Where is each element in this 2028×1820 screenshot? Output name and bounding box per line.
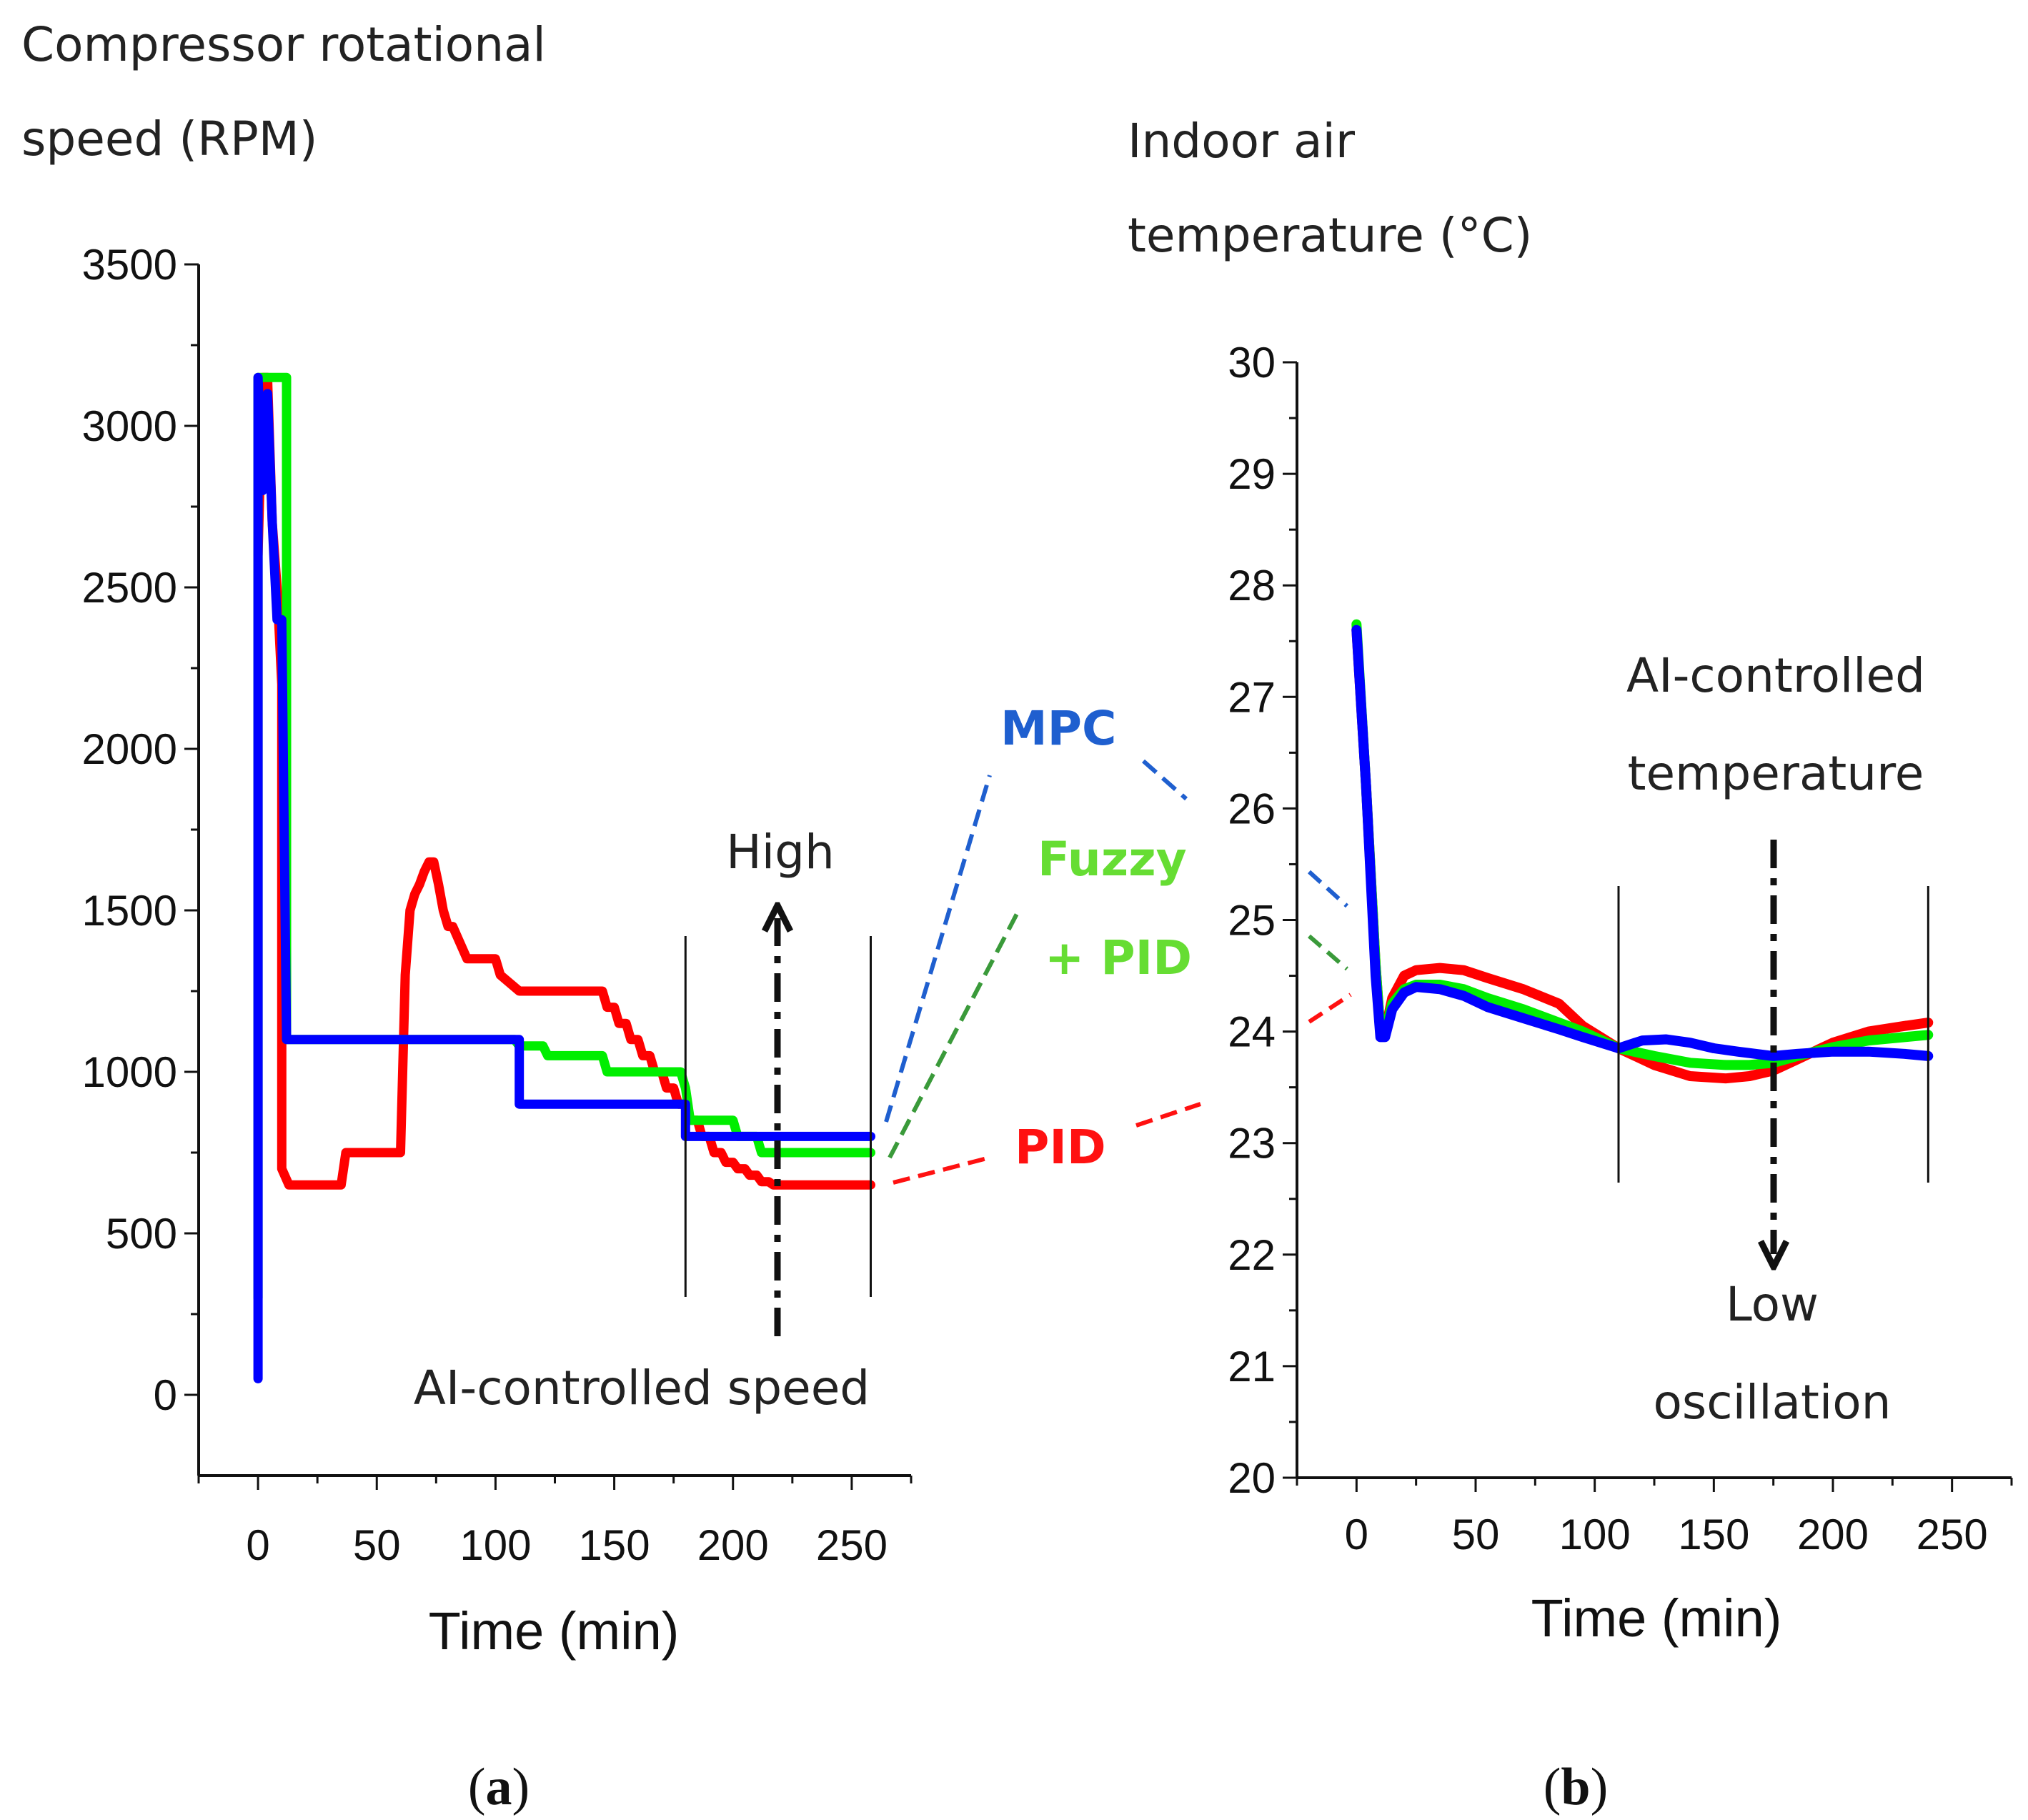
x-tick-label: 0 [246, 1521, 269, 1569]
oscillation-label: oscillation [1654, 1375, 1892, 1430]
x-tick-label: 250 [1917, 1511, 1988, 1558]
y-tick-label: 24 [1228, 1008, 1276, 1056]
x-tick-label: 200 [697, 1521, 769, 1569]
y-tick-label: 1000 [82, 1048, 177, 1096]
x-tick-label: 200 [1797, 1511, 1869, 1558]
y-tick-label: 20 [1228, 1454, 1276, 1502]
ai-controlled-temperature-label-1: AI-controlled [1626, 648, 1925, 703]
pid-connector-line-b [1135, 1102, 1201, 1128]
legend-plus-pid: + PID [1045, 930, 1192, 985]
x-tick-label: 150 [579, 1521, 650, 1569]
x-tick-label: 250 [816, 1521, 888, 1569]
chart-b-title-line-2: temperature (°C) [1128, 208, 1532, 263]
chart-a-title-line-1: Compressor rotational [21, 17, 546, 72]
low-label: Low [1726, 1277, 1819, 1332]
x-tick-label: 50 [1452, 1511, 1500, 1558]
x-tick-label: 150 [1678, 1511, 1749, 1558]
chart-a-title-line-2: speed (RPM) [21, 111, 317, 166]
y-tick-label: 29 [1228, 450, 1276, 498]
y-tick-label: 3000 [82, 402, 177, 450]
x-tick-label: 0 [1345, 1511, 1368, 1558]
fuzzy-pid-connector-line [888, 910, 1020, 1159]
y-tick-label: 500 [106, 1210, 177, 1258]
x-tick-label: 100 [459, 1521, 531, 1569]
y-tick-label: 25 [1228, 897, 1276, 945]
legend-fuzzy: Fuzzy [1038, 832, 1187, 887]
ai-controlled-temperature-label-2: temperature [1628, 746, 1924, 801]
y-tick-label: 2500 [82, 564, 177, 612]
ai-controlled-speed-label: AI-controlled speed [414, 1361, 870, 1416]
mpc-connector-line-b [1142, 759, 1188, 801]
x-tick-label: 50 [353, 1521, 401, 1569]
chart-b-series [1351, 619, 1934, 1084]
series-mpc-line [1351, 625, 1934, 1061]
chart-b: Indoor air temperature (°C) 20 21 22 23 24 25… [1128, 114, 2013, 1648]
chart-a-series [253, 372, 875, 1383]
y-tick-label: 0 [154, 1371, 177, 1419]
x-tick-label: 100 [1559, 1511, 1631, 1558]
legend-mpc: MPC [1000, 701, 1117, 756]
caption-a: (a) [468, 1758, 530, 1816]
y-tick-label: 2000 [82, 725, 177, 773]
y-tick-label: 23 [1228, 1120, 1276, 1168]
legend-pid: PID [1015, 1120, 1106, 1175]
caption-b: (b) [1544, 1758, 1608, 1816]
y-tick-label: 26 [1228, 785, 1276, 832]
y-tick-label: 30 [1228, 339, 1276, 387]
high-label: High [726, 825, 835, 880]
fuzzy-pid-stub-line [1308, 934, 1348, 971]
series-pid-line [253, 372, 875, 1190]
mpc-connector-line [884, 775, 992, 1123]
y-tick-label: 1500 [82, 887, 177, 935]
pid-stub-line [1308, 993, 1352, 1024]
y-tick-label: 28 [1228, 562, 1276, 610]
series-mpc-line [253, 372, 875, 1383]
y-tick-label: 3500 [82, 241, 177, 289]
y-tick-label: 22 [1228, 1231, 1276, 1279]
chart-b-axes: 20 21 22 23 24 25 26 27 28 29 30 0 50 100 150 200 250 [1228, 339, 2013, 1558]
chart-a: Compressor rotational speed (RPM) 050010… [21, 17, 1192, 1661]
chart-a-x-axis-label: Time (min) [429, 1601, 680, 1661]
y-tick-label: 21 [1228, 1343, 1276, 1391]
pid-connector-line [893, 1155, 990, 1185]
chart-a-axes: 0 500 1000 1500 2000 2500 3000 3500 0 50 100 150 200… [82, 241, 913, 1569]
chart-b-x-axis-label: Time (min) [1531, 1588, 1782, 1648]
mpc-stub-line [1307, 870, 1349, 908]
y-tick-label: 27 [1228, 673, 1276, 721]
chart-b-title-line-1: Indoor air [1128, 114, 1356, 169]
